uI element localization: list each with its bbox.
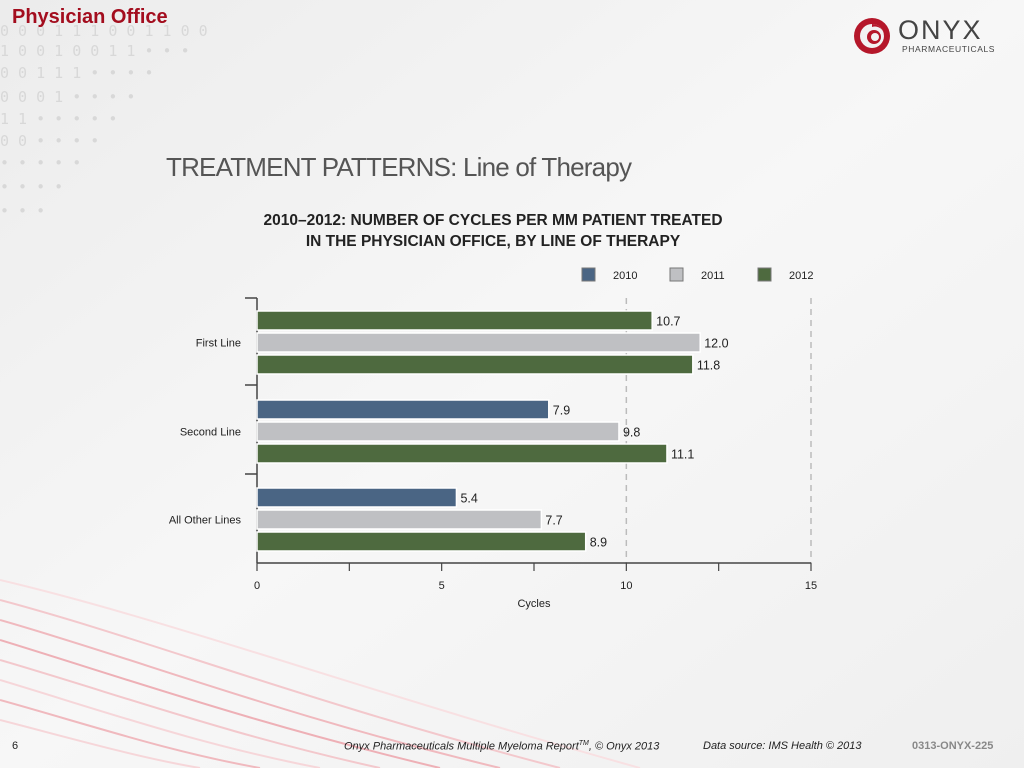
legend-swatch-2010 <box>581 267 596 282</box>
logo-subtitle: PHARMACEUTICALS <box>902 44 996 54</box>
legend-label-2011: 2011 <box>701 270 725 282</box>
bar-2010 <box>256 487 458 508</box>
legend-swatch-2011 <box>669 267 684 282</box>
bar-2012 <box>256 443 668 464</box>
category-label: First Line <box>196 338 241 350</box>
section-title: Physician Office <box>12 6 168 28</box>
data-label: 7.7 <box>545 514 562 528</box>
footer-report-copyright: , © Onyx 2013 <box>588 740 660 753</box>
data-label: 7.9 <box>553 404 570 418</box>
slide-title: TREATMENT PATTERNS: Line of Therapy <box>166 152 632 182</box>
svg-text:0 0 0 1 • • • •: 0 0 0 1 • • • • <box>0 88 135 106</box>
footer-document-code: 0313-ONYX-225 <box>912 740 994 752</box>
x-tick-label: 10 <box>620 580 632 592</box>
page-number: 6 <box>12 740 19 752</box>
data-label: 8.9 <box>590 536 607 550</box>
legend-swatch-2012 <box>757 267 772 282</box>
bar-2011 <box>256 332 701 353</box>
data-label: 9.8 <box>623 426 640 440</box>
footer-data-source: Data source: IMS Health © 2013 <box>703 740 862 752</box>
svg-text:0 0 0 1 1 1 0 0 1 1 0 0: 0 0 0 1 1 1 0 0 1 1 0 0 <box>0 22 208 40</box>
data-label: 11.8 <box>697 359 720 373</box>
x-axis-label: Cycles <box>517 598 551 610</box>
svg-text:1 1 • • • • •: 1 1 • • • • • <box>0 110 117 128</box>
chart-labels: First Line Second Line All Other Lines 10.7… <box>169 315 729 550</box>
onyx-swirl-icon <box>854 18 890 54</box>
x-tick-label: 0 <box>254 580 260 592</box>
data-label: 11.1 <box>671 448 694 462</box>
red-wave-decoration <box>0 579 641 768</box>
bar-2010 <box>256 399 550 420</box>
svg-text:• • • • •: • • • • • <box>0 154 81 172</box>
onyx-logo: ONYX PHARMACEUTICALS <box>852 15 1002 56</box>
bar-2012 <box>256 354 694 375</box>
chart-legend: 2010 2011 2012 <box>581 267 813 282</box>
category-label: All Other Lines <box>169 515 242 527</box>
chart-title-line2: IN THE PHYSICIAN OFFICE, BY LINE OF THER… <box>306 233 681 250</box>
legend-label-2012: 2012 <box>789 270 813 282</box>
data-label: 12.0 <box>704 337 728 351</box>
data-label: 10.7 <box>656 315 680 329</box>
x-tick-label: 5 <box>439 580 445 592</box>
bar-2011 <box>256 421 620 442</box>
footer-report: Onyx Pharmaceuticals Multiple Myeloma Re… <box>344 740 659 753</box>
bar-2010 <box>256 310 653 331</box>
bar-2012 <box>256 531 587 552</box>
svg-text:0 0 1 1 1 • • • •: 0 0 1 1 1 • • • • <box>0 64 154 82</box>
category-label: Second Line <box>180 427 241 439</box>
binary-pattern-decoration: 0 0 0 1 1 1 0 0 1 1 0 0 1 0 0 1 0 0 1 1 … <box>0 22 208 220</box>
logo-wordmark: ONYX <box>898 15 983 45</box>
legend-label-2010: 2010 <box>613 270 637 282</box>
data-label: 5.4 <box>460 492 477 506</box>
chart-title-line1: 2010–2012: NUMBER OF CYCLES PER MM PATIE… <box>263 212 722 229</box>
x-tick-label: 15 <box>805 580 817 592</box>
chart-bars <box>256 310 701 552</box>
svg-text:• • • •: • • • • <box>0 178 63 196</box>
svg-text:1 0 0 1 0 0 1 1 • • •: 1 0 0 1 0 0 1 1 • • • <box>0 42 190 60</box>
footer-report-name: Onyx Pharmaceuticals Multiple Myeloma Re… <box>344 740 579 753</box>
svg-text:• • •: • • • <box>0 202 45 220</box>
bar-2011 <box>256 509 543 530</box>
svg-text:0 0 • • • •: 0 0 • • • • <box>0 132 99 150</box>
footer-trademark: TM <box>578 740 589 747</box>
